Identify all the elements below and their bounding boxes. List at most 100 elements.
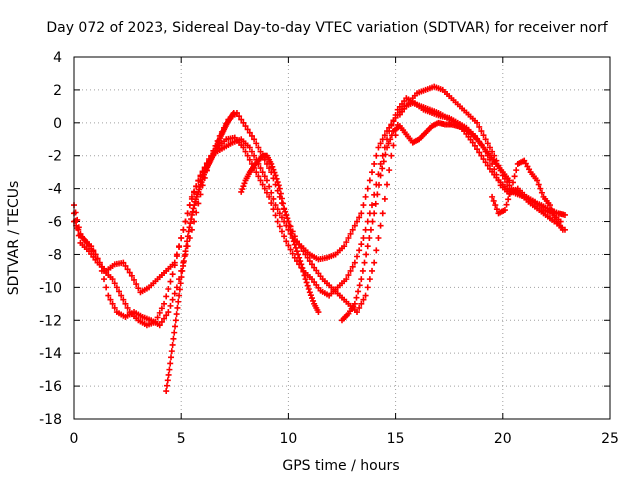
data-point — [266, 193, 273, 200]
axis-ticks: 0 5 10 15 20 25 -18 -16 -14 -12 -10 -8 -6 -4 -2 0 2 4 — [39, 50, 619, 447]
data-point — [511, 173, 518, 180]
data-point — [266, 183, 273, 190]
data-point — [131, 276, 138, 283]
data-point — [377, 160, 384, 167]
data-point — [289, 235, 296, 241]
data-point — [176, 286, 183, 293]
data-point — [163, 293, 170, 300]
data-point — [107, 296, 114, 303]
data-point — [165, 371, 172, 378]
data-point — [369, 202, 376, 209]
data-point — [238, 188, 245, 195]
data-point — [272, 212, 279, 219]
data-point — [537, 185, 544, 192]
data-point — [161, 300, 168, 307]
data-point — [374, 191, 381, 198]
data-point — [379, 165, 386, 172]
data-point — [480, 156, 487, 163]
data-point — [484, 140, 491, 147]
data-point — [257, 177, 264, 184]
data-point — [170, 335, 177, 342]
data-point — [384, 144, 391, 151]
data-point — [561, 211, 568, 218]
data-point — [471, 142, 478, 149]
data-point — [474, 119, 481, 126]
data-point — [509, 179, 516, 186]
data-point — [165, 286, 172, 293]
data-point — [275, 182, 282, 189]
data-point — [276, 185, 283, 192]
data-point — [126, 269, 133, 276]
data-point — [371, 160, 378, 167]
data-point — [490, 197, 497, 204]
data-point — [255, 144, 262, 151]
data-point — [364, 284, 371, 291]
data-point — [269, 163, 276, 170]
data-point — [305, 286, 312, 293]
data-point — [356, 304, 363, 311]
data-point — [180, 226, 187, 233]
data-point — [120, 296, 127, 303]
data-point — [297, 258, 304, 265]
data-point — [163, 312, 170, 319]
x-tick-label: 25 — [601, 431, 619, 447]
data-point — [354, 309, 361, 316]
data-point — [172, 317, 179, 324]
data-point — [244, 152, 251, 159]
data-point — [493, 171, 500, 178]
data-point — [271, 169, 278, 176]
data-point — [156, 322, 163, 329]
y-tick-label: 2 — [53, 83, 62, 99]
data-point — [270, 195, 277, 202]
data-point — [281, 233, 288, 240]
data-point — [369, 218, 376, 225]
data-point — [111, 280, 118, 287]
data-point — [293, 248, 300, 255]
data-point — [356, 282, 363, 289]
x-tick-label: 0 — [70, 431, 79, 447]
data-point — [302, 276, 309, 283]
data-point — [113, 284, 120, 291]
series-track-7 — [489, 157, 566, 233]
data-point — [246, 129, 253, 136]
data-point — [240, 183, 247, 190]
data-point — [551, 214, 558, 221]
grid — [74, 57, 610, 419]
data-point — [354, 253, 361, 260]
y-tick-label: 0 — [53, 116, 62, 132]
data-point — [173, 311, 180, 318]
data-point — [184, 233, 191, 240]
data-point — [349, 263, 356, 270]
data-point — [135, 285, 142, 292]
data-point — [299, 265, 306, 272]
data-point — [90, 247, 97, 254]
data-point — [118, 292, 125, 299]
data-point — [372, 200, 379, 207]
data-point — [369, 169, 376, 176]
data-point — [390, 117, 397, 124]
data-point — [171, 329, 178, 336]
data-point — [122, 262, 129, 269]
data-point — [388, 152, 395, 159]
data-point — [351, 222, 358, 229]
data-point — [343, 239, 350, 246]
data-point — [251, 136, 258, 143]
data-point — [476, 149, 483, 156]
data-point — [506, 190, 513, 197]
data-point — [358, 210, 365, 217]
data-point — [283, 211, 290, 218]
data-point — [274, 179, 281, 186]
data-point — [176, 292, 183, 299]
data-point — [476, 123, 483, 130]
data-point — [478, 128, 485, 135]
data-point — [248, 132, 255, 139]
data-point — [369, 267, 376, 274]
data-point — [482, 159, 489, 166]
data-point — [493, 206, 500, 213]
data-point — [388, 122, 395, 129]
data-point — [161, 315, 168, 322]
y-tick-label: -18 — [39, 412, 62, 428]
data-point — [380, 158, 387, 165]
data-point — [278, 214, 285, 221]
